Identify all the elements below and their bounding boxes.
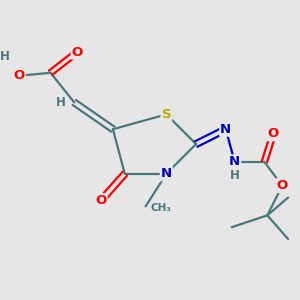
Text: H: H — [0, 50, 10, 63]
Text: H: H — [56, 96, 66, 109]
Text: CH₃: CH₃ — [150, 203, 171, 213]
Text: O: O — [268, 127, 279, 140]
Text: O: O — [14, 69, 25, 82]
Text: N: N — [161, 167, 172, 180]
Text: N: N — [220, 123, 231, 136]
Text: N: N — [229, 155, 240, 168]
Text: H: H — [230, 169, 240, 182]
Text: O: O — [95, 194, 107, 207]
Text: O: O — [277, 179, 288, 192]
Text: S: S — [162, 108, 171, 121]
Text: O: O — [72, 46, 83, 59]
